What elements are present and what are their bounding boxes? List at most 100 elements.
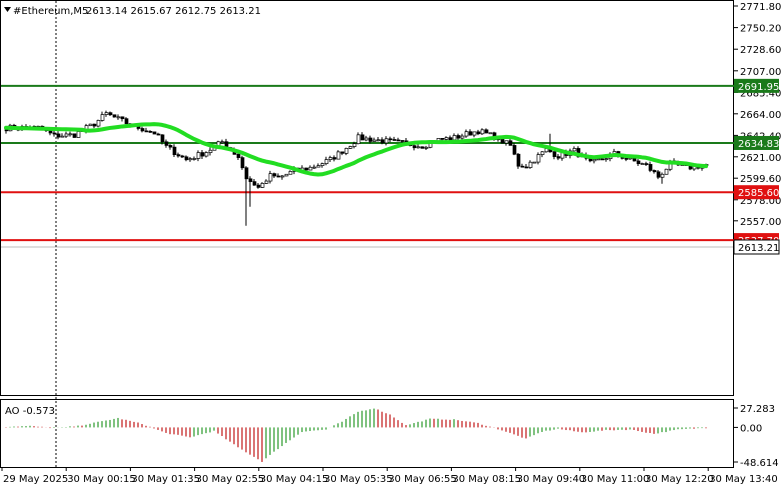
candle (316, 163, 321, 168)
time-tick-label: 29 May 2025 (3, 474, 68, 485)
candle (256, 183, 261, 189)
candle (420, 146, 425, 149)
time-tick-label: 30 May 08:15 (452, 474, 521, 485)
candle (596, 158, 601, 161)
candle (512, 143, 517, 156)
indicator-label: AO -0.573 (5, 406, 55, 417)
candle (92, 123, 97, 129)
price-tick-label: 2750.20 (740, 24, 781, 35)
candle (208, 147, 213, 156)
candle (464, 129, 469, 138)
candle (356, 132, 361, 145)
candle (260, 182, 265, 188)
candle (360, 132, 365, 141)
candle (112, 114, 117, 118)
candle (100, 111, 105, 122)
time-tick-label: 30 May 02:55 (196, 474, 265, 485)
candle (344, 147, 349, 156)
candle (364, 135, 369, 142)
moving-average-line (4, 122, 708, 177)
candle (196, 150, 201, 162)
candle (636, 158, 641, 167)
time-tick-label: 30 May 12:20 (645, 474, 714, 485)
candle (424, 145, 429, 151)
price-tick-label: 2557.00 (740, 217, 781, 228)
candle (340, 151, 345, 156)
candle (268, 170, 273, 184)
candle (416, 143, 421, 149)
candle (124, 117, 129, 125)
candle (120, 116, 125, 122)
indicator-axis: 27.283 0.00 -48.614 (734, 404, 779, 469)
candle (140, 126, 145, 133)
candle (176, 152, 181, 158)
candle (396, 137, 401, 142)
candle (660, 172, 665, 184)
candle (540, 151, 545, 158)
candle (272, 172, 277, 179)
price-tick-label: 2685.40 (740, 88, 781, 99)
candle (376, 136, 381, 142)
candle (56, 131, 61, 140)
time-tick-label: 30 May 06:55 (388, 474, 457, 485)
candle (488, 132, 493, 135)
candle (528, 160, 533, 169)
time-tick-label: 30 May 04:15 (260, 474, 329, 485)
candle (276, 173, 281, 178)
price-tick-label: 2728.60 (740, 45, 781, 56)
candle (252, 178, 257, 186)
candle (284, 173, 289, 177)
time-tick-label: 30 May 11:00 (581, 474, 650, 485)
ao-tick-label: 27.283 (740, 404, 775, 415)
level-2691-label-bg (734, 78, 779, 93)
candle (388, 136, 393, 143)
candle (480, 128, 485, 135)
candle (280, 175, 285, 180)
candle (204, 151, 209, 158)
price-panel-frame (0, 0, 734, 396)
candle (392, 136, 397, 141)
candle (644, 161, 649, 167)
price-tick-label: 2599.60 (740, 174, 781, 185)
candle (384, 136, 389, 146)
candle (352, 141, 357, 149)
candle (368, 135, 373, 144)
candle (200, 150, 205, 160)
candle (508, 138, 513, 146)
candle (532, 161, 537, 164)
candle (152, 131, 157, 135)
candle (220, 139, 225, 144)
candle (600, 158, 605, 161)
symbol-label: #Ethereum,M5 (13, 6, 88, 17)
candle (320, 162, 325, 168)
time-tick-label: 30 May 01:35 (131, 474, 200, 485)
candle (520, 163, 525, 168)
candle (160, 134, 165, 145)
level-2634-label: 2634.83 (738, 139, 779, 150)
candle (192, 156, 197, 161)
candle (328, 155, 333, 162)
candle (648, 161, 653, 173)
candle (156, 132, 161, 136)
candle (324, 156, 329, 166)
candle (380, 137, 385, 145)
ao-tick-label: -48.614 (740, 458, 779, 469)
current-price-tag: 2613.21 (733, 239, 780, 255)
level-lines (1, 84, 734, 242)
candle (288, 170, 293, 175)
candle (180, 154, 185, 159)
candle (264, 179, 269, 185)
indicator-panel-frame (0, 399, 734, 468)
time-tick-label: 30 May 00:15 (67, 474, 136, 485)
dropdown-triangle-icon[interactable] (4, 7, 11, 12)
candle (52, 130, 57, 137)
candle (244, 166, 249, 226)
current-price-label: 2613.21 (738, 243, 779, 254)
level-2585-label: 2585.60 (738, 188, 779, 199)
candle (524, 163, 529, 169)
candle (116, 114, 121, 120)
candle (556, 153, 561, 161)
level-2634-label-bg (734, 135, 779, 150)
